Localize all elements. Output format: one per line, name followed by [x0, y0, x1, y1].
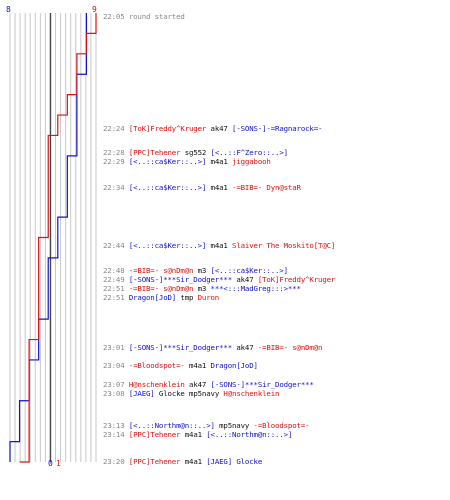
event-row: 22:51 -=BIB=- s@nDm@n m3 ***<:::MadGreg:…: [103, 284, 301, 293]
event-time: 22:48: [103, 266, 129, 275]
event-time: 22:24: [103, 124, 129, 133]
event-text: m4a1: [180, 457, 207, 466]
event-text: [<..::ca$Ker::..>]: [128, 157, 207, 166]
event-row: 22:44 [<..::ca$Ker::..>] m4a1 Slaiver Th…: [103, 241, 335, 250]
event-row: 22:48 -=BIB=- s@nDm@n m3 [<..::ca$Ker::.…: [103, 266, 288, 275]
event-text: [<..::Northm@n::..>]: [206, 430, 293, 439]
event-time: 22:05: [103, 12, 129, 21]
event-row: 22:34 [<..::ca$Ker::..>] m4a1 -=BIB=- Dy…: [103, 183, 301, 192]
event-row: 23:01 [-SONS-]***Sir_Dodger*** ak47 -=BI…: [103, 343, 322, 352]
event-text: [ToK]Freddy^Kruger: [257, 275, 336, 284]
event-text: m4a1: [206, 241, 233, 250]
event-text: m3: [193, 266, 211, 275]
event-text: tmp: [176, 293, 198, 302]
event-row: 23:04 -=Bloodspot=- m4a1 Dragon[JoD]: [103, 361, 258, 370]
event-text: Slaiver The Moskito[T@C]: [232, 241, 336, 250]
red-start-score: 9: [92, 5, 97, 14]
event-text: m4a1: [184, 361, 211, 370]
event-text: [-SONS-]***Sir_Dodger***: [210, 380, 314, 389]
event-text: -=BIB=- s@nDm@n: [257, 343, 323, 352]
event-time: 23:04: [103, 361, 129, 370]
event-text: [ToK]Freddy^Kruger: [128, 124, 207, 133]
event-text: ak47: [206, 124, 233, 133]
timeline-chart: [9, 13, 97, 463]
event-text: [PPC]Tehener: [128, 148, 181, 157]
event-row: 22:51 Dragon[JoD] tmp Duron: [103, 293, 219, 302]
event-time: 23:20: [103, 457, 129, 466]
event-time: 22:51: [103, 293, 129, 302]
event-row: 23:20 [PPC]Tehener m4a1 [JAEG] Glocke: [103, 457, 262, 466]
event-text: [PPC]Tehener: [128, 457, 181, 466]
event-text: H@nschenklein: [223, 389, 280, 398]
blue-final-score: 0: [48, 459, 53, 468]
event-text: [<..::ca$Ker::..>]: [128, 241, 207, 250]
event-text: m3: [193, 284, 211, 293]
event-time: 23:14: [103, 430, 129, 439]
event-text: [-SONS-]***Sir_Dodger***: [128, 275, 233, 284]
event-text: ***<:::MadGreg:::>***: [210, 284, 301, 293]
event-text: H@nschenklein: [128, 380, 185, 389]
event-text: [JAEG]: [128, 389, 155, 398]
event-time: 22:51: [103, 284, 129, 293]
event-text: [<..::ca$Ker::..>]: [128, 183, 207, 192]
event-text: [<..::F^Zero::..>]: [210, 148, 289, 157]
event-text: Glocke mp5navy: [154, 389, 224, 398]
event-text: [-SONS-]-=Ragnarock=-: [232, 124, 323, 133]
event-text: ak47: [184, 380, 211, 389]
event-text: [<..::Northm@n::..>]: [128, 421, 215, 430]
event-text: [-SONS-]***Sir_Dodger***: [128, 343, 233, 352]
event-text: Dragon[JoD]: [128, 293, 177, 302]
event-row: 23:07 H@nschenklein ak47 [-SONS-]***Sir_…: [103, 380, 314, 389]
event-time: 22:34: [103, 183, 129, 192]
event-time: 23:07: [103, 380, 129, 389]
event-time: 22:49: [103, 275, 129, 284]
event-time: 23:08: [103, 389, 129, 398]
event-text: round started: [128, 12, 185, 21]
event-row: 22:24 [ToK]Freddy^Kruger ak47 [-SONS-]-=…: [103, 124, 322, 133]
event-text: Dragon[JoD]: [210, 361, 258, 370]
event-text: m4a1: [206, 183, 233, 192]
event-text: -=Bloodspot=-: [128, 361, 185, 370]
event-row: 22:29 [<..::ca$Ker::..>] m4a1 jiggabooh: [103, 157, 271, 166]
event-text: m4a1: [180, 430, 207, 439]
event-text: mp5navy: [214, 421, 254, 430]
event-time: 22:29: [103, 157, 129, 166]
blue-start-score: 8: [6, 5, 11, 14]
event-row: 22:28 [PPC]Tehener sg552 [<..::F^Zero::.…: [103, 148, 288, 157]
event-time: 22:44: [103, 241, 129, 250]
event-text: m4a1: [206, 157, 233, 166]
event-text: ak47: [232, 343, 258, 352]
event-text: -=BIB=- s@nDm@n: [128, 284, 194, 293]
event-text: -=Bloodspot=-: [253, 421, 310, 430]
red-final-score: 1: [56, 459, 61, 468]
event-text: [PPC]Tehener: [128, 430, 181, 439]
red-team-line: [19, 13, 97, 463]
event-text: ak47: [232, 275, 258, 284]
event-text: Duron: [197, 293, 220, 302]
event-text: sg552: [180, 148, 211, 157]
event-time: 23:13: [103, 421, 129, 430]
event-row: 23:08 [JAEG] Glocke mp5navy H@nschenklei…: [103, 389, 279, 398]
event-row: 22:05 round started: [103, 12, 185, 21]
event-time: 22:28: [103, 148, 129, 157]
event-time: 23:01: [103, 343, 129, 352]
event-text: [<..::ca$Ker::..>]: [210, 266, 289, 275]
event-row: 23:14 [PPC]Tehener m4a1 [<..::Northm@n::…: [103, 430, 292, 439]
event-text: jiggabooh: [232, 157, 271, 166]
event-text: -=BIB=- Dyn@staR: [232, 183, 301, 192]
event-row: 22:49 [-SONS-]***Sir_Dodger*** ak47 [ToK…: [103, 275, 335, 284]
event-row: 23:13 [<..::Northm@n::..>] mp5navy -=Blo…: [103, 421, 310, 430]
event-text: [JAEG] Glocke: [206, 457, 263, 466]
event-text: -=BIB=- s@nDm@n: [128, 266, 194, 275]
